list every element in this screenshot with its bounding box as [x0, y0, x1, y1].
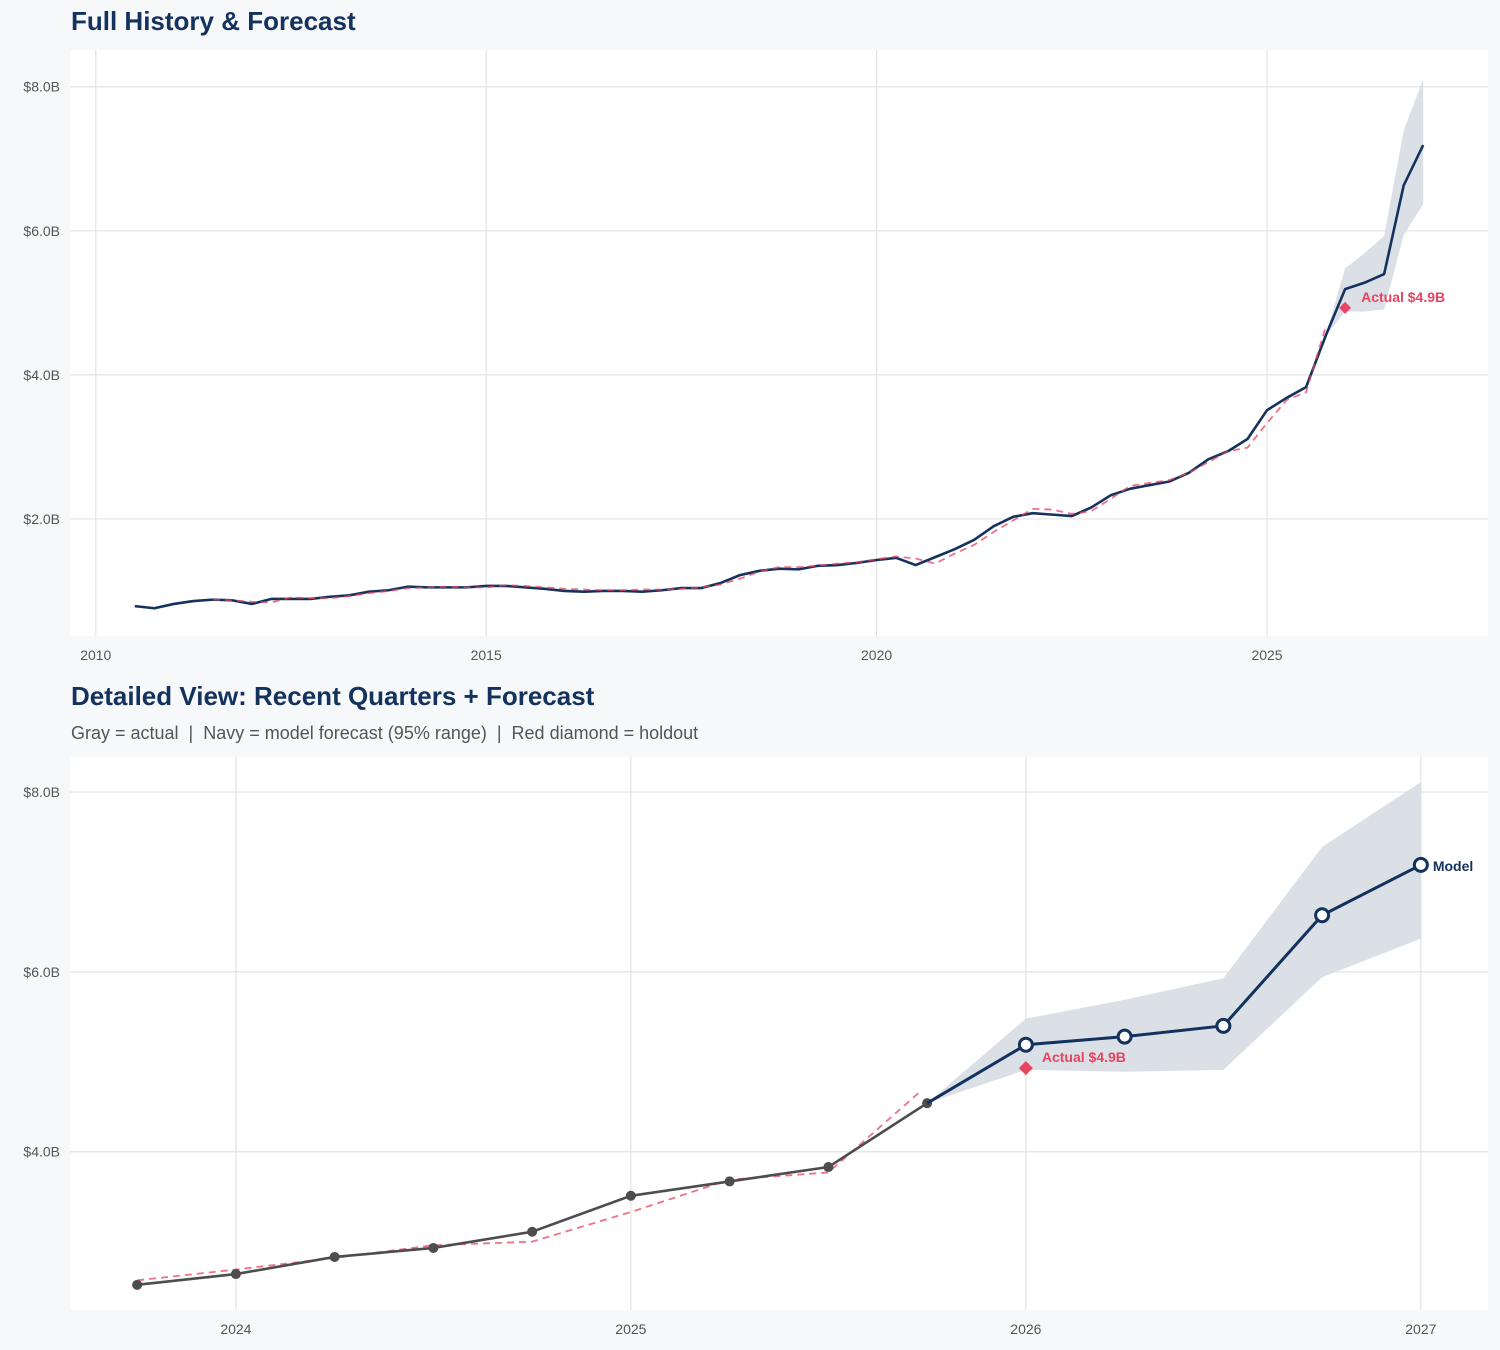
bottom-chart: 2024 2025 2026 2027 $4.0B $6.0B $8.0B Actual $4…	[23, 757, 1488, 1337]
top-chart-title: Full History & Forecast	[71, 6, 356, 36]
bottom-forecast-point	[1017, 1036, 1034, 1053]
bottom-forecast-point	[1116, 1028, 1133, 1045]
bottom-chart-subtitle: Gray = actual | Navy = model forecast (9…	[71, 723, 699, 743]
bottom-x-tick-label: 2025	[615, 1321, 646, 1337]
bottom-y-tick-label: $4.0B	[23, 1144, 60, 1160]
bottom-actual-point	[132, 1279, 143, 1290]
top-plot-area	[70, 50, 1488, 636]
bottom-actual-point	[527, 1226, 538, 1237]
top-chart: 2010 2015 2020 2025 $2.0B $4.0B $6.0B $8.0B Actu…	[23, 50, 1488, 663]
bottom-model-end-label: Model	[1433, 858, 1473, 874]
bottom-fitted-dashed-line	[137, 1091, 920, 1282]
bottom-actual-point	[823, 1162, 834, 1173]
bottom-chart-title: Detailed View: Recent Quarters + Forecas…	[71, 681, 595, 711]
top-forecast-range-band	[1325, 78, 1424, 336]
bottom-y-tick-label: $8.0B	[23, 784, 60, 800]
bottom-actual-point	[230, 1269, 241, 1280]
bottom-actual-point	[329, 1251, 340, 1262]
bottom-holdout-diamond	[1018, 1061, 1033, 1076]
top-y-tick-label: $4.0B	[23, 367, 60, 383]
top-y-tick-label: $6.0B	[23, 223, 60, 239]
bottom-actual-point	[724, 1176, 735, 1187]
bottom-actual-point	[428, 1242, 439, 1253]
top-x-tick-label: 2020	[861, 647, 892, 663]
bottom-holdout-label: Actual $4.9B	[1042, 1049, 1126, 1065]
bottom-y-tick-label: $6.0B	[23, 964, 60, 980]
bottom-x-tick-label: 2026	[1010, 1321, 1041, 1337]
bottom-forecast-point	[1412, 856, 1429, 873]
top-y-tick-label: $8.0B	[23, 79, 60, 95]
bottom-forecast-point	[1314, 907, 1331, 924]
bottom-plot-area	[70, 757, 1488, 1310]
top-x-tick-label: 2010	[80, 647, 111, 663]
top-y-tick-label: $2.0B	[23, 511, 60, 527]
top-fitted-dashed-line	[212, 327, 1327, 604]
bottom-x-tick-label: 2027	[1405, 1321, 1436, 1337]
bottom-x-tick-label: 2024	[220, 1321, 251, 1337]
top-holdout-label: Actual $4.9B	[1361, 289, 1445, 305]
top-holdout-diamond	[1339, 301, 1352, 314]
bottom-forecast-line	[926, 863, 1422, 1105]
top-x-tick-label: 2025	[1251, 647, 1282, 663]
bottom-forecast-point	[1215, 1017, 1232, 1034]
top-x-tick-label: 2015	[471, 647, 502, 663]
bottom-actual-point	[625, 1190, 636, 1201]
bottom-forecast-range-band	[927, 782, 1421, 1104]
